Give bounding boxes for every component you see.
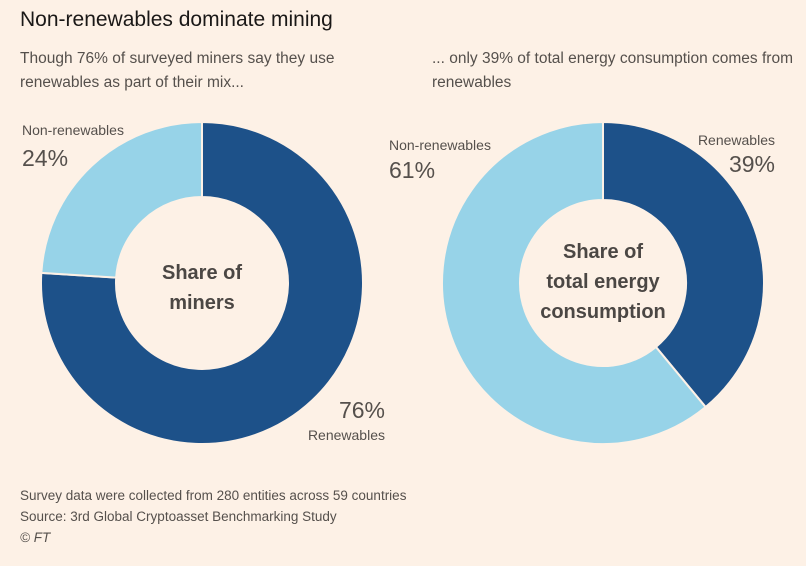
slice-name-label: Renewables bbox=[698, 132, 775, 148]
center-label: miners bbox=[169, 292, 235, 314]
slice-renewables bbox=[602, 120, 765, 409]
subtitle-right: ... only 39% of total energy consumption… bbox=[432, 50, 793, 91]
footer-source: Source: 3rd Global Cryptoasset Benchmark… bbox=[20, 509, 337, 524]
center-label: Share of bbox=[563, 241, 643, 263]
chart-title: Non-renewables dominate mining bbox=[20, 8, 333, 31]
subtitle-left: Though 76% of surveyed miners say they u… bbox=[20, 50, 335, 91]
slice-name-label: Renewables bbox=[308, 427, 385, 443]
slice-value-label: 61% bbox=[389, 157, 435, 183]
donut-chart-miners: Renewables 76% Non-renewables 24% Share of mi… bbox=[22, 120, 385, 445]
slice-non-renewables bbox=[441, 120, 708, 445]
center-label: total energy bbox=[546, 271, 660, 293]
slice-value-label: 39% bbox=[729, 151, 775, 177]
center-label: consumption bbox=[540, 301, 666, 323]
footer-copyright: © FT bbox=[20, 530, 51, 545]
slice-non-renewables bbox=[40, 120, 203, 279]
footer-note: Survey data were collected from 280 enti… bbox=[20, 488, 407, 503]
slice-value-label: 24% bbox=[22, 145, 68, 171]
donut-chart-energy: Renewables 39% Non-renewables 61% Share of to… bbox=[389, 120, 775, 445]
slice-name-label: Non-renewables bbox=[389, 137, 491, 153]
slice-renewables bbox=[40, 120, 364, 445]
slice-value-label: 76% bbox=[339, 397, 385, 423]
slice-name-label: Non-renewables bbox=[22, 122, 124, 138]
center-label: Share of bbox=[162, 262, 242, 284]
